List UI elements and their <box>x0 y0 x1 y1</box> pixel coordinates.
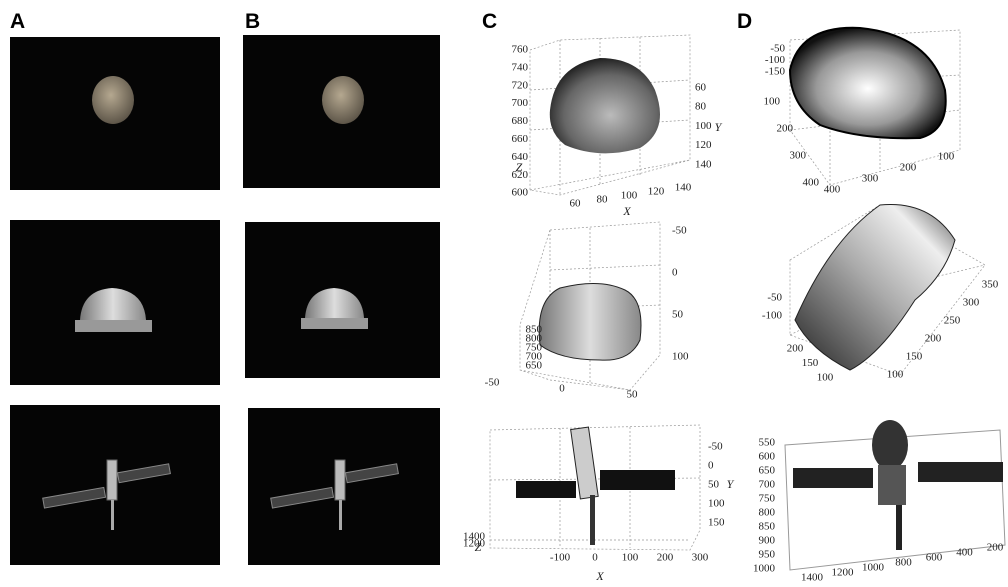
tick-label: 80 <box>695 101 707 113</box>
tick-label: 750 <box>759 493 776 505</box>
tick-label: 550 <box>759 437 776 449</box>
photo-column-b <box>243 35 440 565</box>
tick-label: 100 <box>764 96 781 108</box>
figure: A B C D <box>0 0 1008 587</box>
tick-label: 50 <box>708 479 720 491</box>
axis-title: Y <box>727 477 735 491</box>
tick-label: 150 <box>708 517 725 529</box>
tick-label: 600 <box>512 187 529 199</box>
surface <box>550 58 660 153</box>
tick-label: 200 <box>987 542 1004 554</box>
tick-label: -100 <box>550 552 571 564</box>
tick-label: 300 <box>963 297 980 309</box>
tick-label: 100 <box>887 369 904 381</box>
tick-label: 660 <box>512 133 529 145</box>
tick-label: 150 <box>802 357 819 369</box>
tick-label: 800 <box>759 507 776 519</box>
tick-label: 200 <box>657 552 674 564</box>
tick-label: 900 <box>759 535 776 547</box>
tick-label: -50 <box>672 225 687 237</box>
tick-label: -50 <box>708 441 723 453</box>
tick-label: 300 <box>862 173 879 185</box>
tick-label: 650 <box>759 465 776 477</box>
panel-label: C <box>482 10 497 33</box>
tick-label: 120 <box>695 139 712 151</box>
tick-label: 650 <box>526 360 543 372</box>
tick-label: -50 <box>485 377 500 389</box>
tick-label: 200 <box>900 162 917 174</box>
axis-title: Z <box>516 160 523 174</box>
tick-label: 140 <box>695 158 712 170</box>
tick-label: 850 <box>759 521 776 533</box>
axis-title: Z <box>475 540 482 554</box>
tick-label: 300 <box>692 552 709 564</box>
tick-label: 200 <box>925 333 942 345</box>
tick-label: 50 <box>672 309 684 321</box>
tick-label: 300 <box>790 150 807 162</box>
tick-label: 760 <box>512 44 529 56</box>
surface <box>795 204 955 370</box>
tick-label: 350 <box>982 279 999 291</box>
tick-label: 100 <box>622 552 639 564</box>
tick-label: 400 <box>803 177 820 189</box>
tick-label: 80 <box>597 194 609 206</box>
tick-label: 0 <box>592 552 598 564</box>
panel-label: D <box>737 10 752 33</box>
tick-label: -50 <box>767 292 782 304</box>
tick-label: 100 <box>621 190 638 202</box>
panel-label: B <box>245 10 260 33</box>
tick-label: 100 <box>938 151 955 163</box>
tick-label: 1000 <box>862 562 885 574</box>
panel-label: A <box>10 10 25 33</box>
tick-label: 120 <box>648 186 665 198</box>
tick-label: 1200 <box>832 567 855 579</box>
tick-label: 0 <box>708 460 714 472</box>
tick-label: 680 <box>512 115 529 127</box>
photo-column-a <box>10 37 220 565</box>
surface <box>790 28 946 138</box>
tick-label: 400 <box>824 184 841 196</box>
tick-label: 60 <box>695 82 707 94</box>
tick-label: 600 <box>926 552 943 564</box>
tick-label: 1000 <box>753 563 776 575</box>
surface <box>516 427 675 545</box>
tick-label: 740 <box>512 61 529 73</box>
axis-title: X <box>622 204 631 218</box>
tick-label: -100 <box>765 54 786 66</box>
tick-label: 140 <box>675 182 692 194</box>
surface <box>539 283 641 360</box>
tick-label: 0 <box>559 383 565 395</box>
tick-label: 950 <box>759 549 776 561</box>
tick-label: 100 <box>817 372 834 384</box>
tick-label: -50 <box>770 43 785 55</box>
tick-label: 100 <box>708 498 725 510</box>
tick-label: 200 <box>777 123 794 135</box>
tick-label: 250 <box>944 315 961 327</box>
tick-label: 60 <box>570 198 582 210</box>
tick-label: 400 <box>956 547 973 559</box>
tick-label: 1400 <box>801 572 824 584</box>
axis-title: X <box>595 569 604 583</box>
tick-label: 700 <box>759 479 776 491</box>
tick-label: 800 <box>895 557 912 569</box>
tick-label: 150 <box>906 351 923 363</box>
tick-label: 100 <box>672 351 689 363</box>
axis-title: Y <box>715 120 723 134</box>
tick-label: 50 <box>627 389 639 401</box>
tick-label: 0 <box>672 267 678 279</box>
tick-label: -150 <box>765 66 786 78</box>
tick-label: 200 <box>787 343 804 355</box>
tick-label: 720 <box>512 79 529 91</box>
tick-label: 100 <box>695 120 712 132</box>
tick-label: -100 <box>762 310 783 322</box>
tick-label: 600 <box>759 451 776 463</box>
tick-label: 700 <box>512 97 529 109</box>
